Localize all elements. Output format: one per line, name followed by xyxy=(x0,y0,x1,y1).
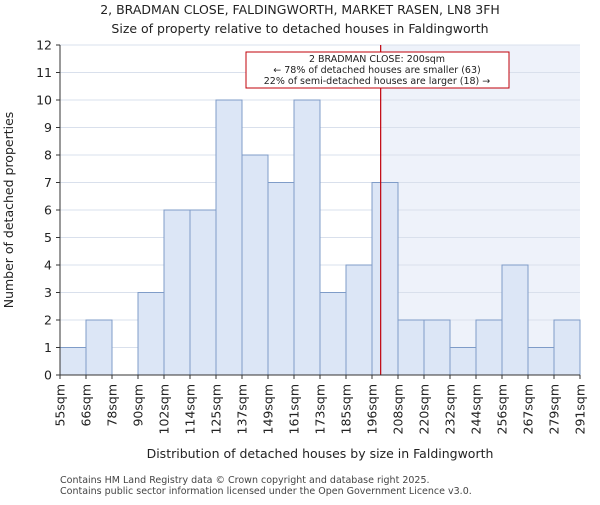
bar xyxy=(423,319,451,376)
bar xyxy=(319,292,347,376)
bar xyxy=(215,99,243,376)
bar xyxy=(137,292,165,376)
bar xyxy=(293,99,321,376)
bar xyxy=(345,264,373,376)
y-tick-label: 12 xyxy=(36,38,52,53)
annotation-line-1: 2 BRADMAN CLOSE: 200sqm xyxy=(309,54,445,65)
x-tick-label: 279sqm xyxy=(547,384,562,434)
annotation-line-2: ← 78% of detached houses are smaller (63… xyxy=(273,65,480,76)
bar xyxy=(59,347,87,376)
y-tick-label: 6 xyxy=(44,203,52,218)
annotation-frame xyxy=(245,51,510,89)
bar xyxy=(449,347,477,376)
y-tick-label: 1 xyxy=(44,340,52,355)
y-tick-label: 10 xyxy=(36,93,52,108)
bar xyxy=(501,264,529,376)
y-tick-label: 2 xyxy=(44,313,52,328)
bar xyxy=(163,209,191,376)
chart-subtitle: Size of property relative to detached ho… xyxy=(111,21,488,36)
y-tick-label: 11 xyxy=(36,65,52,80)
chart-title: 2, BRADMAN CLOSE, FALDINGWORTH, MARKET R… xyxy=(100,2,500,17)
x-tick-label: 267sqm xyxy=(521,384,536,434)
y-tick-label: 0 xyxy=(44,368,52,383)
footer-line-1: Contains HM Land Registry data © Crown c… xyxy=(60,475,430,486)
annotation-line-3: 22% of semi-detached houses are larger (… xyxy=(264,76,491,87)
x-tick-label: 125sqm xyxy=(209,384,224,434)
x-tick-label: 291sqm xyxy=(573,384,588,434)
y-axis-label: Number of detached properties xyxy=(1,112,16,309)
x-tick-label: 256sqm xyxy=(495,384,510,434)
x-tick-label: 114sqm xyxy=(183,384,198,434)
bar xyxy=(397,319,425,376)
annotation-box: 2 BRADMAN CLOSE: 200sqm ← 78% of detache… xyxy=(245,51,510,89)
y-tick-label: 8 xyxy=(44,148,52,163)
y-tick-label: 4 xyxy=(44,258,52,273)
bar xyxy=(241,154,269,376)
x-tick-label: 66sqm xyxy=(79,384,94,427)
x-tick-label: 90sqm xyxy=(131,384,146,427)
x-tick-label: 161sqm xyxy=(287,384,302,434)
bar xyxy=(189,209,217,376)
bar xyxy=(553,319,581,376)
x-tick-label: 102sqm xyxy=(157,384,172,434)
y-tick-label: 5 xyxy=(44,230,52,245)
y-tick-label: 3 xyxy=(44,285,52,300)
x-tick-label: 78sqm xyxy=(105,384,120,427)
bar xyxy=(371,182,399,376)
bar xyxy=(85,319,113,376)
x-tick-label: 244sqm xyxy=(469,384,484,434)
bar xyxy=(267,182,295,376)
x-axis-label: Distribution of detached houses by size … xyxy=(147,446,494,461)
x-tick-label: 232sqm xyxy=(443,384,458,434)
x-tick-label: 137sqm xyxy=(235,384,250,434)
footer-line-2: Contains public sector information licen… xyxy=(60,486,472,497)
y-tick-label: 9 xyxy=(44,120,52,135)
x-tick-label: 220sqm xyxy=(417,384,432,434)
x-tick-label: 208sqm xyxy=(391,384,406,434)
x-tick-label: 185sqm xyxy=(339,384,354,434)
x-tick-label: 55sqm xyxy=(53,384,68,427)
x-tick-label: 196sqm xyxy=(365,384,380,434)
bar xyxy=(475,319,503,376)
bar xyxy=(527,347,555,376)
y-tick-label: 7 xyxy=(44,175,52,190)
x-tick-label: 149sqm xyxy=(261,384,276,434)
x-tick-label: 173sqm xyxy=(313,384,328,434)
